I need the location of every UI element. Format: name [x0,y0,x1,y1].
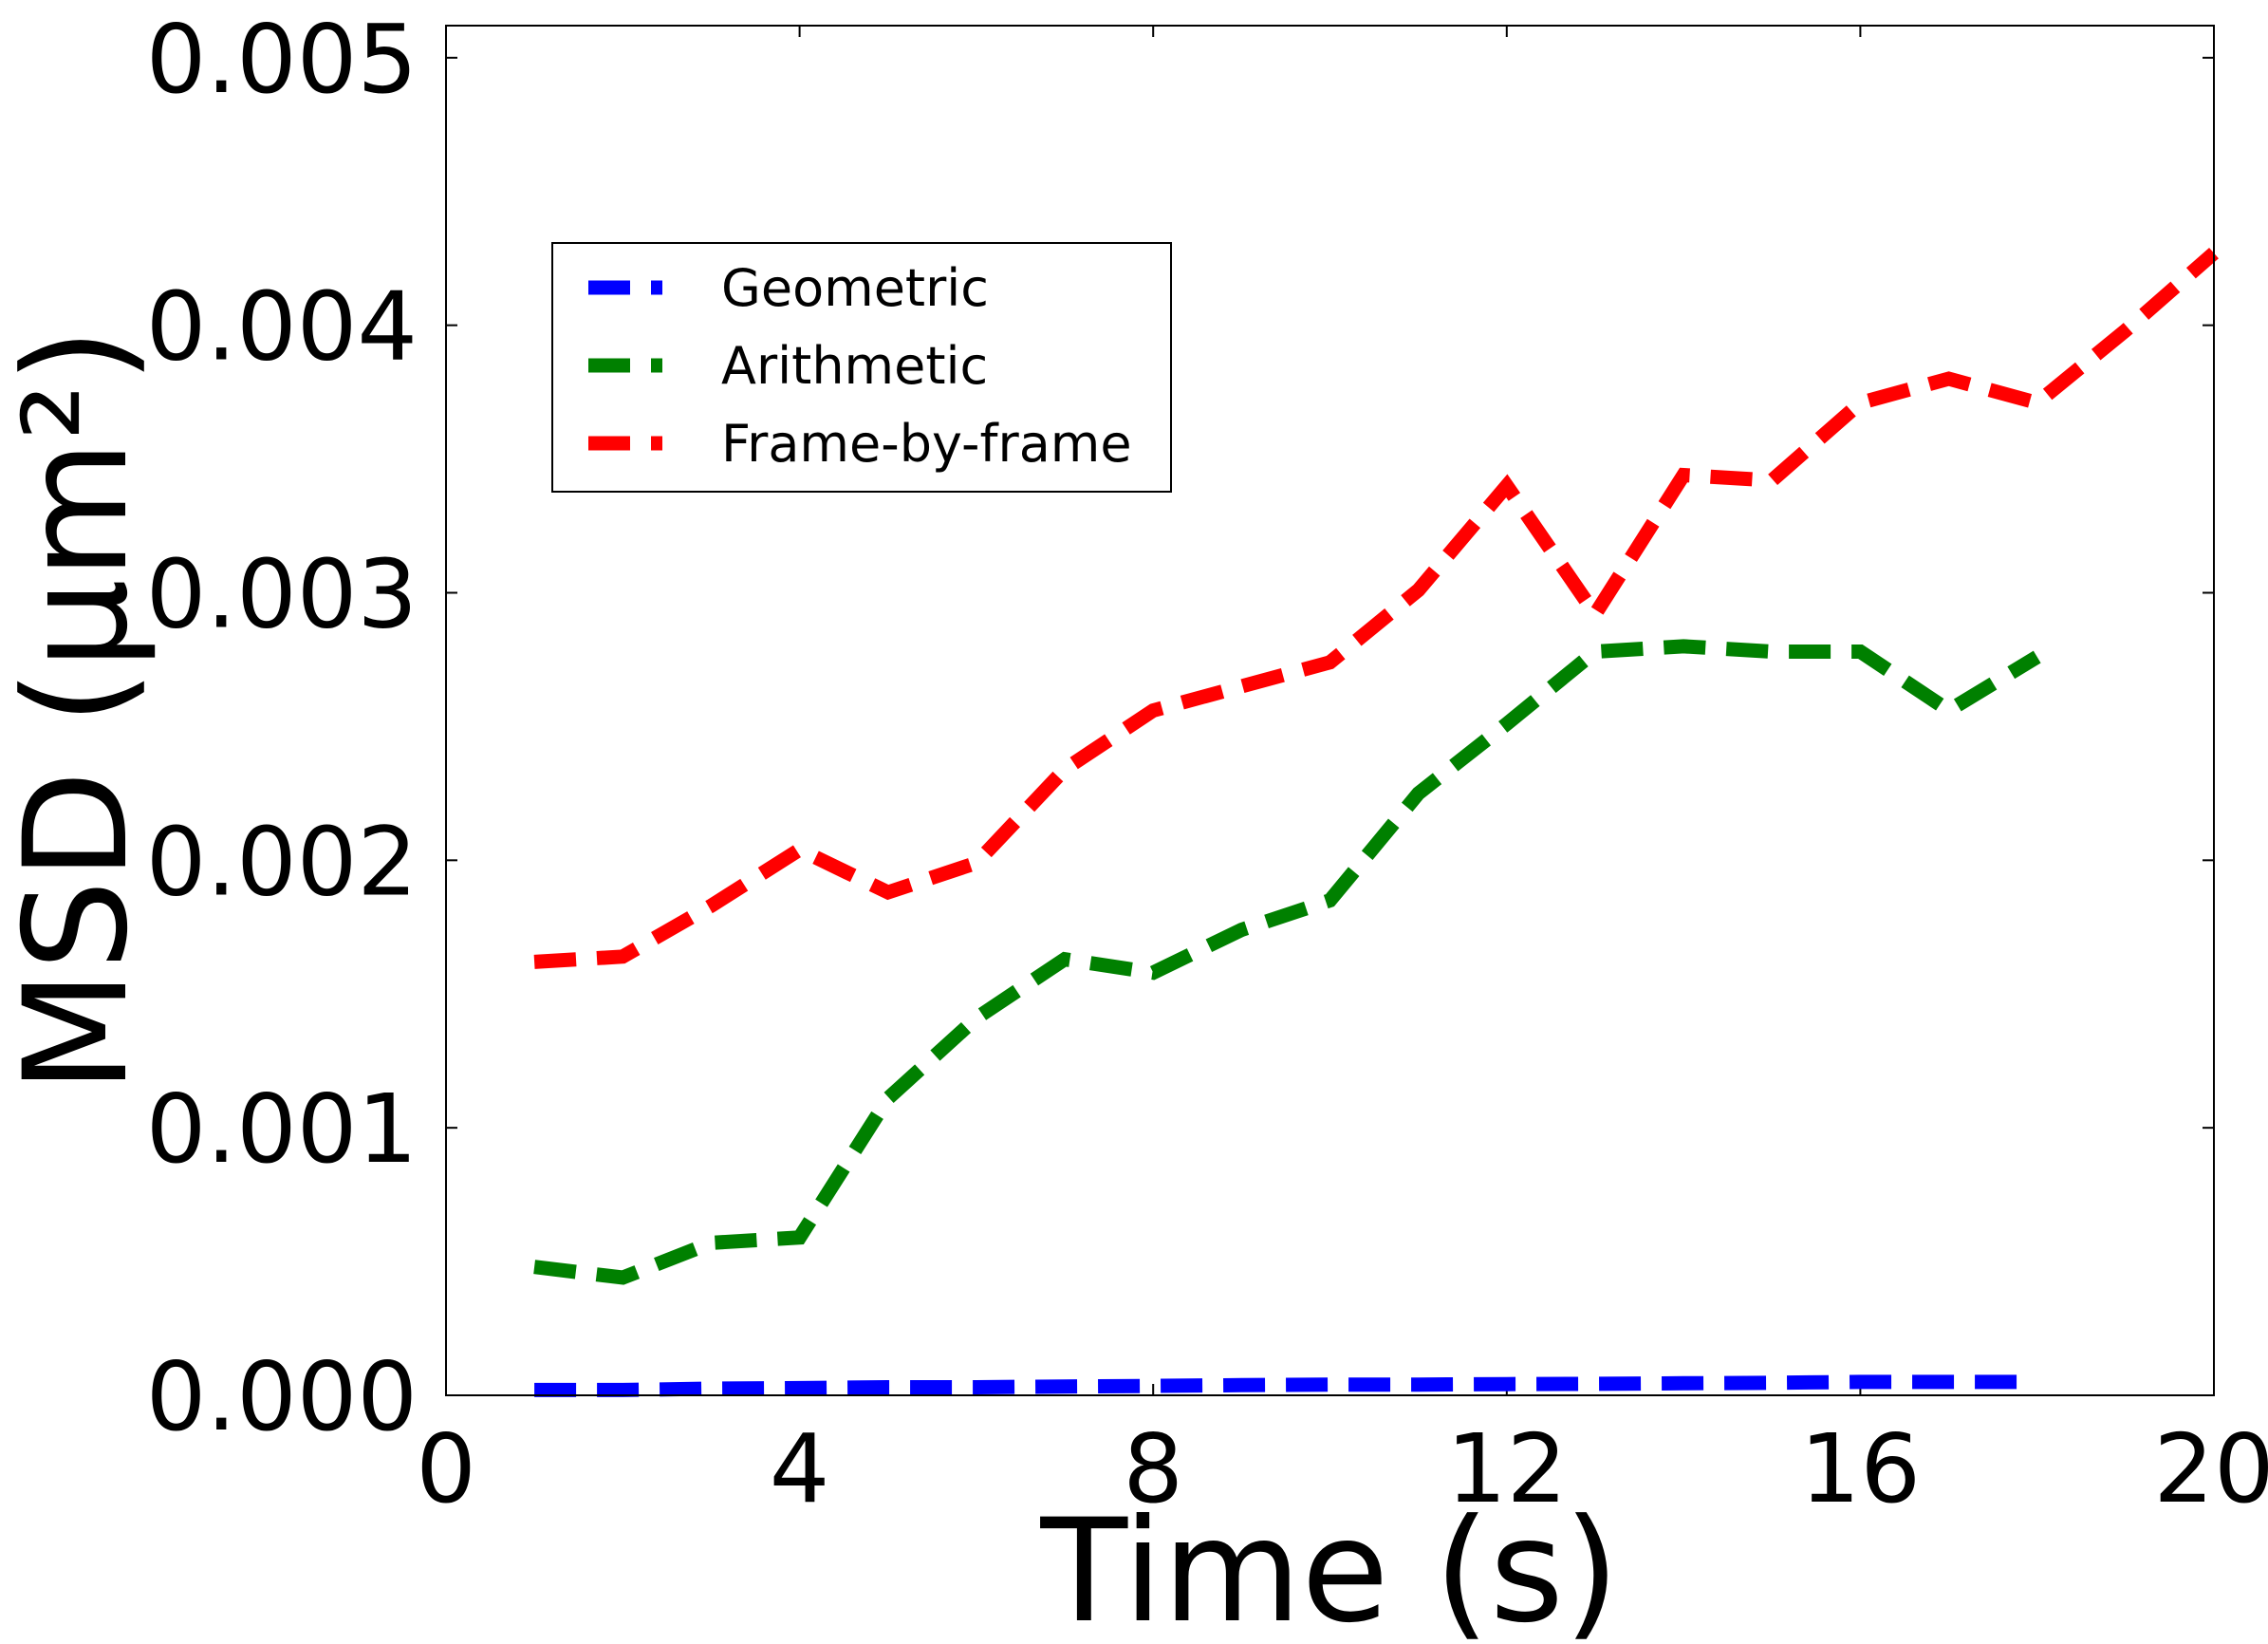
legend-label: Geometric [721,258,989,318]
legend-label: Arithmetic [721,336,988,396]
x-tick-label: 12 [1446,1413,1567,1524]
y-tick-label: 0.001 [146,1074,418,1185]
data-series [533,247,2219,1397]
series-line-geometric [534,1374,2037,1397]
y-tick-label: 0.002 [146,806,418,917]
y-axis-title: MSD (μm²) [0,327,159,1093]
y-tick-label: 0.000 [146,1341,418,1452]
legend-label: Frame-by-frame [721,414,1132,474]
series-line-arithmetic [533,639,2041,1285]
x-axis-title: Time (s) [1040,1489,1620,1644]
x-tick-label: 4 [770,1413,830,1524]
legend: Geometric Arithmetic Frame-by-frame [551,242,1172,493]
tick-labels: 0 4 8 12 16 20 0.000 0.001 0.002 0.003 0.004 0.005 [146,4,2268,1524]
plot-area-frame [445,25,2215,1396]
y-tick-label: 0.004 [146,271,418,383]
x-tick-label: 20 [2153,1413,2268,1524]
y-tick-label: 0.005 [146,4,418,115]
series-line-frame-by-frame [533,247,2219,969]
x-tick-label: 16 [1800,1413,1921,1524]
tick-marks [445,26,2215,1396]
x-tick-label: 8 [1123,1413,1183,1524]
x-tick-label: 0 [416,1413,476,1524]
y-tick-label: 0.003 [146,538,418,649]
